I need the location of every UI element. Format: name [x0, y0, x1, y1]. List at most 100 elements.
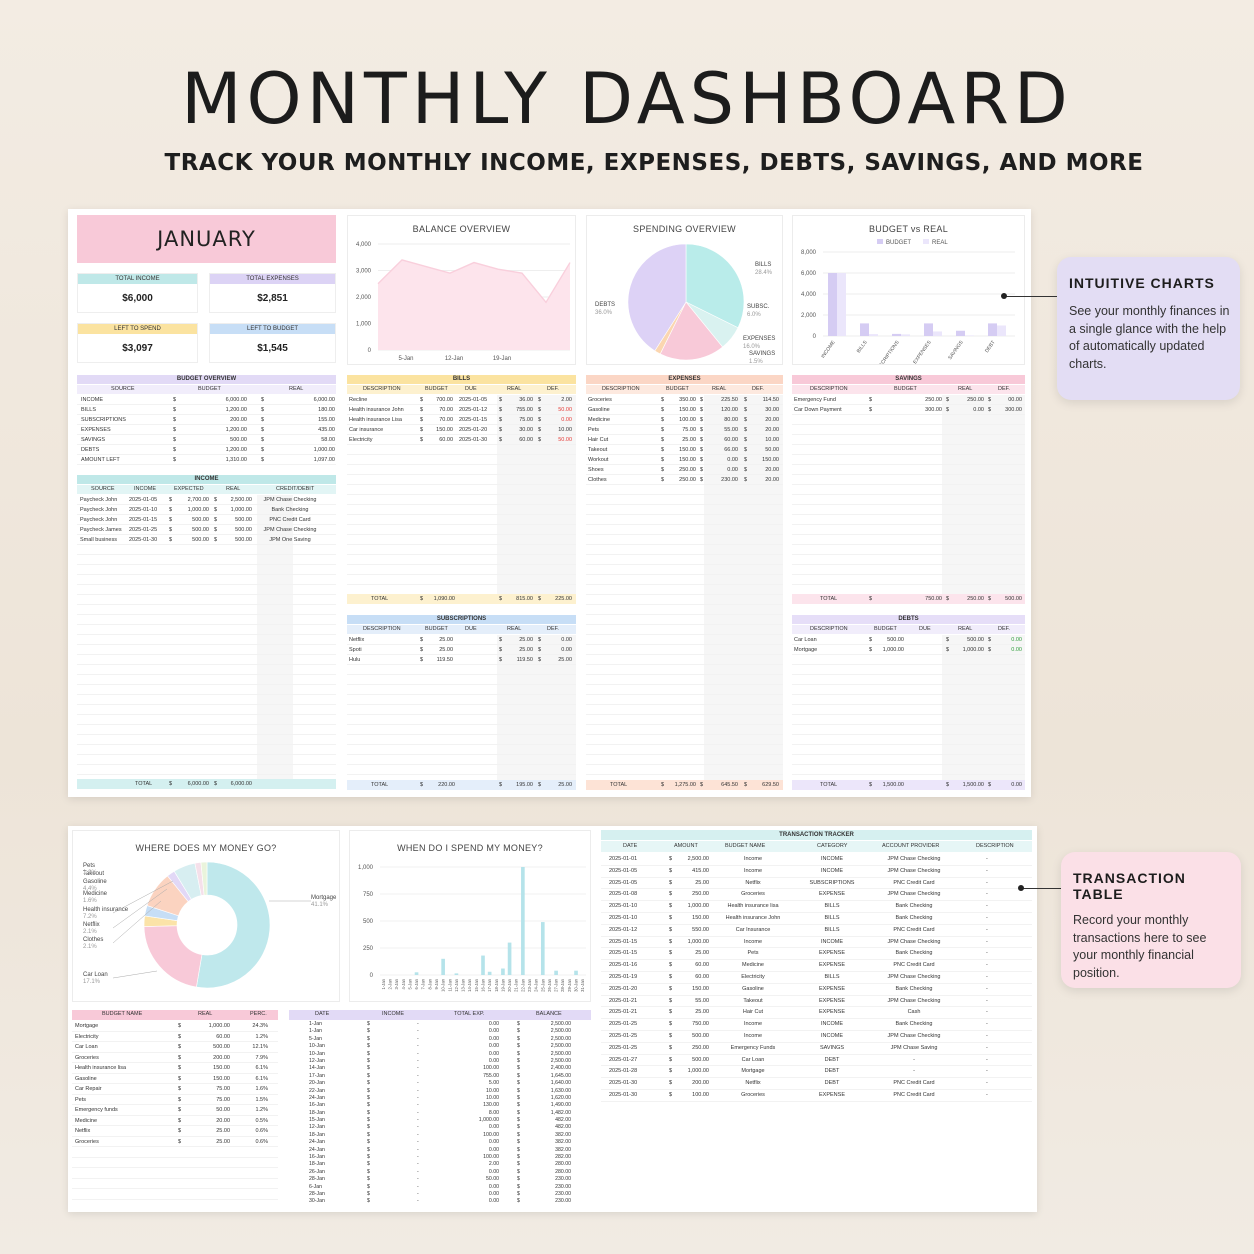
table-row[interactable]: 1-Jan $ - 0.00 $2,500.00: [289, 1028, 591, 1035]
table-row[interactable]: [347, 695, 576, 705]
table-row[interactable]: [586, 745, 783, 755]
table-row[interactable]: 24-Jan $ - 0.00 $382.00: [289, 1147, 591, 1154]
table-row[interactable]: [77, 665, 336, 675]
table-row[interactable]: 2025-01-15 $25.00 Pets EXPENSE Bank Checking…: [601, 948, 1032, 961]
table-row[interactable]: [792, 455, 1025, 465]
table-row[interactable]: [347, 535, 576, 545]
table-row[interactable]: Medicine $20.00 0.5%: [72, 1116, 278, 1126]
table-row[interactable]: [792, 475, 1025, 485]
table-row[interactable]: [347, 745, 576, 755]
table-row[interactable]: INCOME $6,000.00 $6,000.00: [77, 395, 336, 405]
table-row[interactable]: [586, 685, 783, 695]
table-row[interactable]: [586, 655, 783, 665]
table-row[interactable]: 12-Jan $ - 0.00 $482.00: [289, 1124, 591, 1131]
table-row[interactable]: 16-Jan $ - 100.00 $282.00: [289, 1154, 591, 1161]
table-row[interactable]: Paycheck James 2025-01-25 $500.00 $500.00 JP…: [77, 525, 336, 535]
table-row[interactable]: 2025-01-21 $25.00 Hair Cut EXPENSE Cash -: [601, 1007, 1032, 1020]
table-row[interactable]: EXPENSES $1,200.00 $435.00: [77, 425, 336, 435]
table-row[interactable]: [792, 715, 1025, 725]
table-row[interactable]: [77, 605, 336, 615]
table-row[interactable]: [77, 715, 336, 725]
table-row[interactable]: 2025-01-28 $1,000.00 Mortgage DEBT - -: [601, 1066, 1032, 1079]
table-row[interactable]: Netflix $25.00 $25.00 $0.00: [347, 635, 576, 645]
table-row[interactable]: Hulu $119.50 $119.50 $25.00: [347, 655, 576, 665]
table-row[interactable]: [792, 765, 1025, 775]
table-row[interactable]: 2025-01-27 $500.00 Car Loan DEBT - -: [601, 1055, 1032, 1067]
table-row[interactable]: 14-Jan $ - 100.00 $2,400.00: [289, 1065, 591, 1072]
table-row[interactable]: [347, 565, 576, 575]
table-row[interactable]: [77, 755, 336, 765]
table-row[interactable]: [72, 1168, 278, 1179]
table-row[interactable]: [792, 725, 1025, 735]
table-row[interactable]: DEBTS $1,200.00 $1,000.00: [77, 445, 336, 455]
table-row[interactable]: [347, 525, 576, 535]
table-row[interactable]: Electricity $60.00 2025-01-30 $60.00 $50.00: [347, 435, 576, 445]
table-row[interactable]: [586, 485, 783, 495]
table-row[interactable]: 5-Jan $ - 0.00 $2,500.00: [289, 1036, 591, 1043]
table-row[interactable]: 2025-01-10 $150.00 Health insurance John BI…: [601, 913, 1032, 925]
table-row[interactable]: 10-Jan $ - 0.00 $2,500.00: [289, 1051, 591, 1058]
table-row[interactable]: 2025-01-20 $150.00 Gasoline EXPENSE Bank Che…: [601, 984, 1032, 996]
table-row[interactable]: Electricity $60.00 1.2%: [72, 1032, 278, 1042]
table-row[interactable]: [77, 575, 336, 585]
table-row[interactable]: [347, 475, 576, 485]
table-row[interactable]: Groceries $200.00 7.9%: [72, 1053, 278, 1063]
table-row[interactable]: 2025-01-30 $200.00 Netflix DEBT PNC Credit C…: [601, 1078, 1032, 1090]
table-row[interactable]: [347, 455, 576, 465]
table-row[interactable]: [586, 495, 783, 505]
table-row[interactable]: [586, 595, 783, 605]
table-row[interactable]: [792, 535, 1025, 545]
table-row[interactable]: Car insurance $150.00 2025-01-20 $30.00 $10.…: [347, 425, 576, 435]
table-row[interactable]: [792, 685, 1025, 695]
table-row[interactable]: [792, 435, 1025, 445]
table-row[interactable]: [792, 565, 1025, 575]
table-row[interactable]: [586, 575, 783, 585]
table-row[interactable]: [792, 575, 1025, 585]
table-row[interactable]: 18-Jan $ - 2.00 $280.00: [289, 1161, 591, 1168]
table-row[interactable]: Shoes $250.00 $0.00 $20.00: [586, 465, 783, 475]
table-row[interactable]: [72, 1189, 278, 1200]
table-row[interactable]: [792, 545, 1025, 555]
table-row[interactable]: [792, 695, 1025, 705]
table-row[interactable]: [347, 735, 576, 745]
table-row[interactable]: 2025-01-05 $415.00 Income INCOME JPM Chase C…: [601, 866, 1032, 878]
table-row[interactable]: 10-Jan $ - 0.00 $2,500.00: [289, 1043, 591, 1050]
table-row[interactable]: Emergency funds $50.00 1.2%: [72, 1105, 278, 1116]
table-row[interactable]: Groceries $350.00 $225.50 $114.50: [586, 395, 783, 405]
table-row[interactable]: 2025-01-19 $60.00 Electricity BILLS JPM Chas…: [601, 972, 1032, 984]
table-row[interactable]: Health insurance John $70.00 2025-01-12 $75…: [347, 405, 576, 415]
table-row[interactable]: SAVINGS $500.00 $58.00: [77, 435, 336, 445]
table-row[interactable]: [347, 505, 576, 515]
table-row[interactable]: [586, 585, 783, 595]
table-row[interactable]: 2025-01-16 $60.00 Medicine EXPENSE PNC Credi…: [601, 960, 1032, 972]
table-row[interactable]: [77, 725, 336, 735]
table-row[interactable]: Car Repair $75.00 1.6%: [72, 1084, 278, 1095]
table-row[interactable]: [792, 515, 1025, 525]
table-row[interactable]: 12-Jan $ - 0.00 $2,500.00: [289, 1058, 591, 1065]
table-row[interactable]: 1-Jan $ - 0.00 $2,500.00: [289, 1021, 591, 1028]
table-row[interactable]: [586, 695, 783, 705]
table-row[interactable]: [586, 525, 783, 535]
table-row[interactable]: [792, 555, 1025, 565]
table-row[interactable]: 2025-01-15 $1,000.00 Income INCOME JPM Chase…: [601, 937, 1032, 949]
table-row[interactable]: Spoti $25.00 $25.00 $0.00: [347, 645, 576, 655]
table-row[interactable]: [792, 495, 1025, 505]
table-row[interactable]: Pets $75.00 $55.00 $20.00: [586, 425, 783, 435]
table-row[interactable]: [586, 565, 783, 575]
table-row[interactable]: 2025-01-25 $250.00 Emergency Funds SAVINGS J…: [601, 1043, 1032, 1055]
table-row[interactable]: Gasoline $150.00 $120.00 $30.00: [586, 405, 783, 415]
table-row[interactable]: [792, 415, 1025, 425]
table-row[interactable]: [586, 535, 783, 545]
table-row[interactable]: [77, 745, 336, 755]
table-row[interactable]: Health insurance lisa $150.00 6.1%: [72, 1063, 278, 1074]
table-row[interactable]: [792, 655, 1025, 665]
table-row[interactable]: 17-Jan $ - 755.00 $1,645.00: [289, 1073, 591, 1080]
table-row[interactable]: [792, 465, 1025, 475]
table-row[interactable]: [347, 515, 576, 525]
table-row[interactable]: [77, 765, 336, 775]
table-row[interactable]: 2025-01-08 $250.00 Groceries EXPENSE JPM Cha…: [601, 889, 1032, 902]
table-row[interactable]: [792, 735, 1025, 745]
table-row[interactable]: [77, 545, 336, 555]
table-row[interactable]: [72, 1158, 278, 1168]
table-row[interactable]: [586, 545, 783, 555]
